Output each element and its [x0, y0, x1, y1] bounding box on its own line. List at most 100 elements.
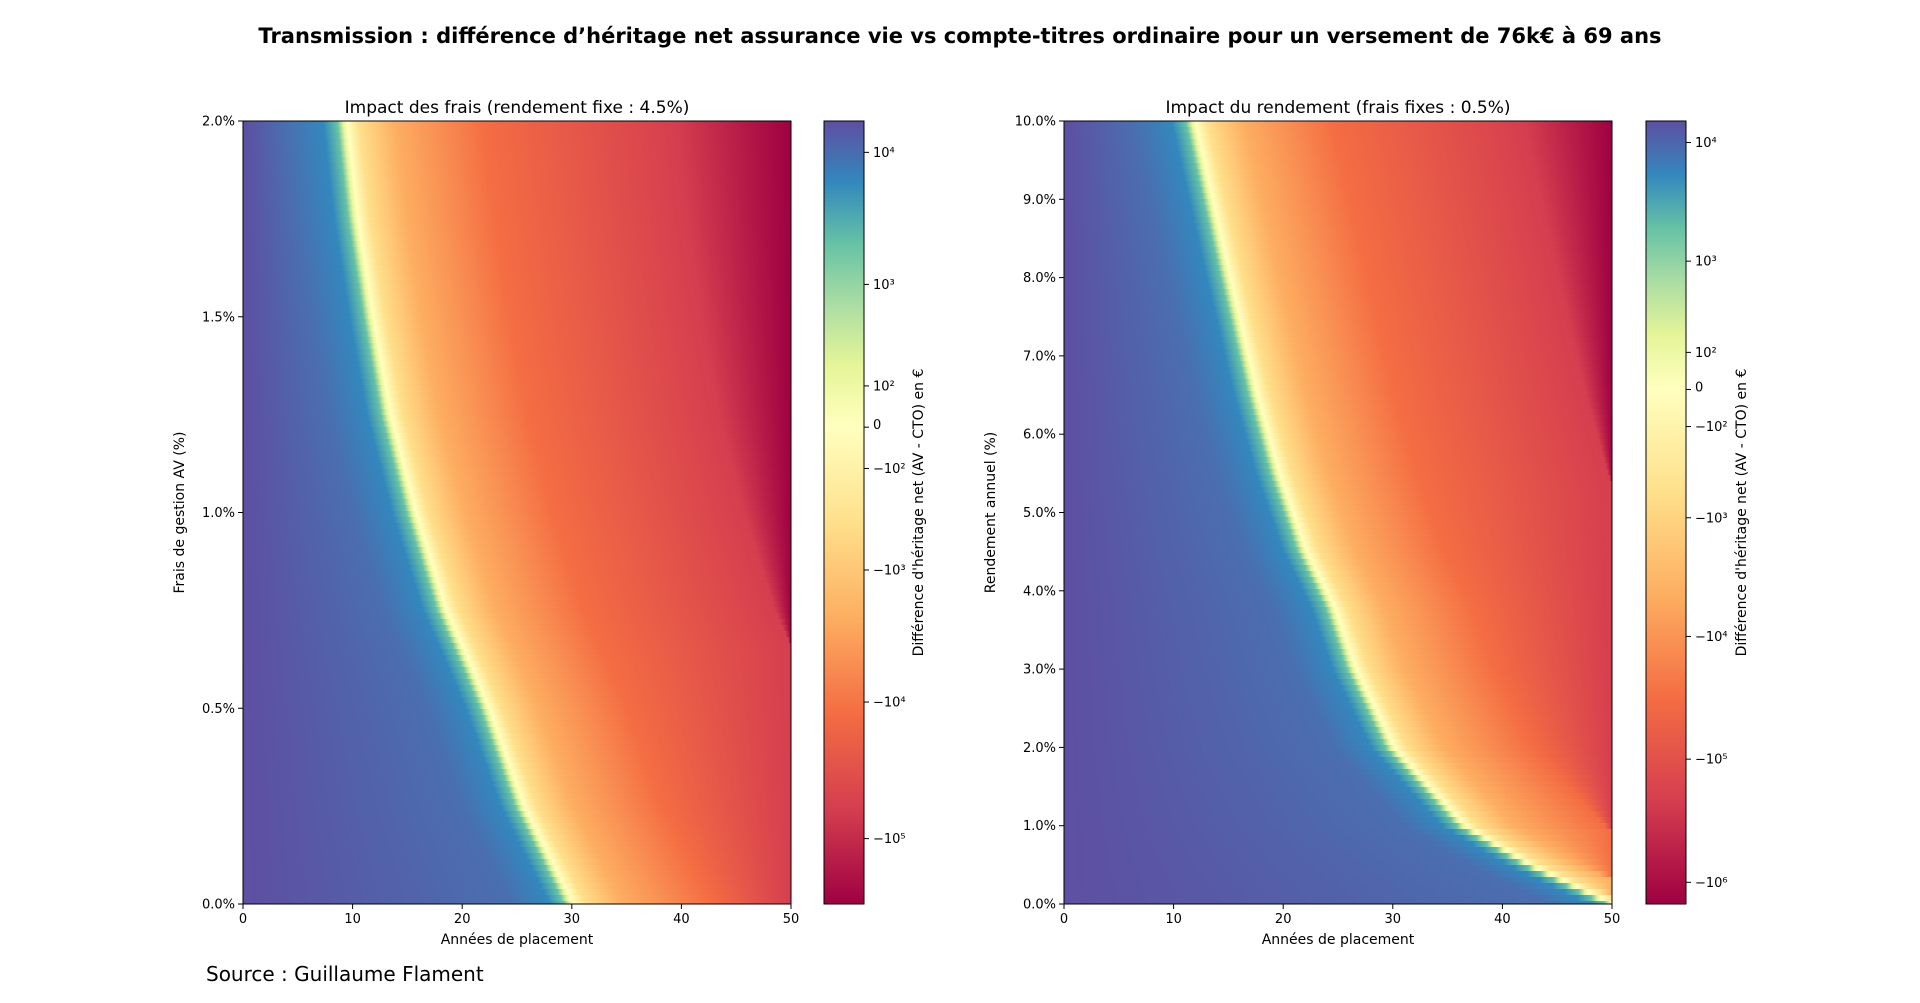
heatmap-row	[243, 871, 791, 878]
heatmap-row	[1064, 145, 1612, 152]
x-axis-label: Années de placement	[1262, 932, 1415, 948]
x-tick-label: 0	[1060, 912, 1068, 927]
y-tick-label: 5.0%	[1023, 506, 1056, 521]
heatmap-row	[1064, 247, 1612, 254]
heatmap-row	[1064, 631, 1612, 638]
heatmap-row	[243, 769, 791, 776]
heatmap-row	[243, 781, 791, 788]
heatmap-row	[243, 499, 791, 506]
heatmap-panel-1: Impact des frais (rendement fixe : 4.5%)…	[172, 98, 799, 948]
colorbar-tick-label: −10³	[873, 563, 906, 578]
heatmap-row	[243, 793, 791, 800]
heatmap-row	[1064, 163, 1612, 170]
heatmap-row	[243, 475, 791, 482]
heatmap-row	[1064, 565, 1612, 572]
heatmap-row	[1064, 655, 1612, 662]
heatmap-row	[1064, 691, 1612, 698]
heatmap-row	[243, 217, 791, 224]
y-tick-label: 0.0%	[1023, 898, 1056, 913]
heatmap-row	[243, 361, 791, 368]
heatmap-row	[1064, 829, 1612, 836]
x-tick-label: 40	[1494, 912, 1511, 927]
heatmap-row	[243, 859, 791, 866]
heatmap-row	[1064, 331, 1612, 338]
heatmap-row	[1064, 439, 1612, 446]
y-tick-label: 8.0%	[1023, 271, 1056, 286]
x-tick-label: 20	[1275, 912, 1292, 927]
y-tick-label: 10.0%	[1015, 115, 1056, 130]
heatmap-row	[1064, 499, 1612, 506]
heatmap-row	[243, 775, 791, 782]
heatmap-row	[243, 493, 791, 500]
colorbar-tick-label: 10²	[1695, 346, 1717, 361]
heatmap-row	[1064, 511, 1612, 518]
heatmap-row	[1064, 259, 1612, 266]
heatmap-row	[243, 403, 791, 410]
colorbar-tick-label: 10³	[873, 278, 895, 293]
heatmap-row	[243, 595, 791, 602]
heatmap-row	[243, 667, 791, 674]
heatmap-row	[243, 241, 791, 248]
heatmap-row	[243, 601, 791, 608]
heatmap-row	[243, 625, 791, 632]
heatmap-row	[1064, 487, 1612, 494]
heatmap-row	[1064, 361, 1612, 368]
heatmap-row	[1064, 181, 1612, 188]
heatmap-row	[1064, 313, 1612, 320]
heatmap-row	[243, 355, 791, 362]
heatmap-row	[243, 481, 791, 488]
y-tick-label: 1.0%	[202, 506, 235, 521]
heatmap-row	[1064, 595, 1612, 602]
heatmap-row	[1064, 607, 1612, 614]
heatmap-row	[1064, 373, 1612, 380]
heatmap-row	[1064, 241, 1612, 248]
heatmap-row	[1064, 889, 1612, 896]
heatmap-row	[243, 685, 791, 692]
heatmap-row	[1064, 757, 1612, 764]
heatmap-row	[1064, 235, 1612, 242]
heatmap-row	[243, 169, 791, 176]
heatmap-row	[243, 883, 791, 890]
heatmap-row	[243, 853, 791, 860]
x-tick-label: 50	[783, 912, 800, 927]
heatmap-row	[243, 271, 791, 278]
heatmap-row	[1064, 541, 1612, 548]
heatmap-row	[243, 799, 791, 806]
x-tick-label: 0	[239, 912, 247, 927]
heatmap-row	[1064, 379, 1612, 386]
heatmap-row	[243, 673, 791, 680]
heatmap-row	[243, 505, 791, 512]
heatmap-row	[1064, 733, 1612, 740]
heatmap-row	[243, 889, 791, 896]
heatmap-row	[243, 553, 791, 560]
heatmap-row	[243, 277, 791, 284]
heatmap-row	[243, 763, 791, 770]
heatmap-row	[1064, 169, 1612, 176]
heatmap-row	[243, 163, 791, 170]
heatmap-row	[243, 583, 791, 590]
heatmap-row	[243, 295, 791, 302]
heatmap-row	[1064, 625, 1612, 632]
colorbar-tick-label: −10⁴	[873, 696, 906, 711]
colorbar-tick-label: −10⁵	[873, 832, 906, 847]
heatmap-row	[243, 691, 791, 698]
heatmap-row	[1064, 505, 1612, 512]
heatmap-row	[243, 727, 791, 734]
colorbar-1: 10⁴ 10³ 10² 0 −10² −10³ −10⁴ −10⁵ Différence d'h…	[823, 120, 927, 905]
colorbar-scale	[823, 120, 865, 905]
heatmap-row	[243, 547, 791, 554]
colorbar-scale	[1645, 120, 1687, 905]
heatmap-row	[243, 145, 791, 152]
heatmap-row	[1064, 661, 1612, 668]
heatmap-row	[1064, 589, 1612, 596]
heatmap-row	[1064, 205, 1612, 212]
heatmap-row	[243, 175, 791, 182]
x-tick-label: 50	[1604, 912, 1621, 927]
heatmap-row	[243, 895, 791, 902]
heatmap-row	[1064, 697, 1612, 704]
heatmap-row	[243, 829, 791, 836]
heatmap-row	[243, 331, 791, 338]
y-tick-label: 0.5%	[202, 702, 235, 717]
heatmap-row	[243, 811, 791, 818]
heatmap-row	[243, 619, 791, 626]
